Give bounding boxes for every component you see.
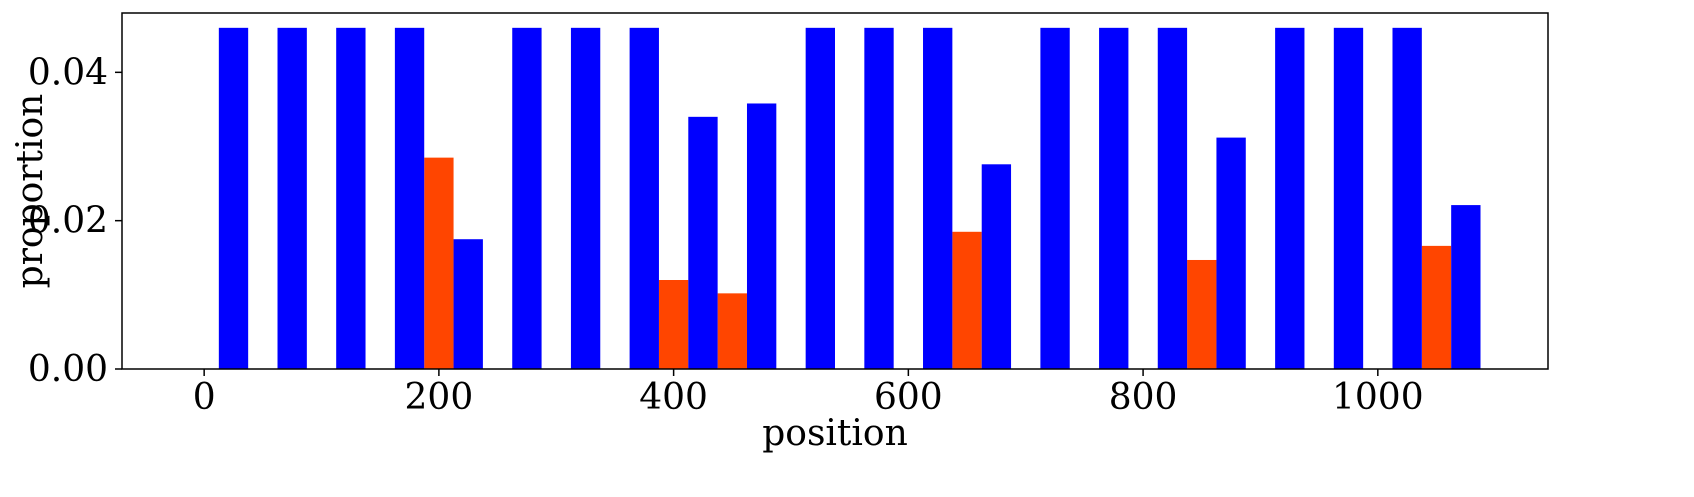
bar-s0-4 <box>1187 259 1217 369</box>
x-axis-label: position <box>762 413 908 454</box>
bar-s0-5 <box>1421 245 1452 369</box>
bar-s1-13 <box>981 164 1012 369</box>
bar-s0-2 <box>717 293 747 369</box>
bar-s0-1 <box>658 280 689 369</box>
bar-s1-18 <box>1275 27 1305 370</box>
plot-frame <box>121 12 1549 370</box>
bar-s1-14 <box>1040 27 1070 370</box>
x-tick-label-5: 1000 <box>1332 377 1424 418</box>
bar-s1-2 <box>336 27 366 370</box>
bar-s0-3 <box>952 231 982 369</box>
x-tick-label-0: 0 <box>193 377 216 418</box>
bar-s1-4 <box>453 239 483 369</box>
y-tick-label-1: 0.02 <box>28 201 108 242</box>
bar-s1-16 <box>1157 27 1188 370</box>
y-tick-label-0: 0.00 <box>28 349 108 390</box>
bar-s1-8 <box>688 116 718 369</box>
x-axis: 0 200 400 600 800 1000 <box>193 369 1424 418</box>
bar-s1-5 <box>512 27 542 370</box>
bar-s1-11 <box>864 27 894 370</box>
x-tick-label-4: 800 <box>1109 377 1178 418</box>
x-tick-label-1: 200 <box>405 377 474 418</box>
bars-layer <box>218 27 1481 370</box>
bar-s1-20 <box>1392 27 1422 370</box>
y-axis-label: proportion <box>10 94 51 289</box>
bar-s1-3 <box>394 27 425 370</box>
bar-s0-0 <box>424 157 454 370</box>
bar-s1-6 <box>570 27 601 370</box>
bar-s1-19 <box>1333 27 1364 370</box>
bar-s1-15 <box>1099 27 1129 370</box>
y-tick-label-2: 0.04 <box>28 52 108 93</box>
y-axis: 0.00 0.02 0.04 <box>28 52 122 390</box>
bar-s1-12 <box>923 27 953 370</box>
bar-s1-17 <box>1216 137 1246 369</box>
bar-s1-7 <box>629 27 659 370</box>
bar-s1-0 <box>218 27 249 370</box>
bar-s1-9 <box>746 103 777 369</box>
x-tick-label-2: 400 <box>639 377 708 418</box>
x-tick-label-3: 600 <box>874 377 943 418</box>
bar-s1-21 <box>1451 205 1481 369</box>
bar-s1-1 <box>277 27 307 370</box>
bar-s1-10 <box>805 27 835 370</box>
